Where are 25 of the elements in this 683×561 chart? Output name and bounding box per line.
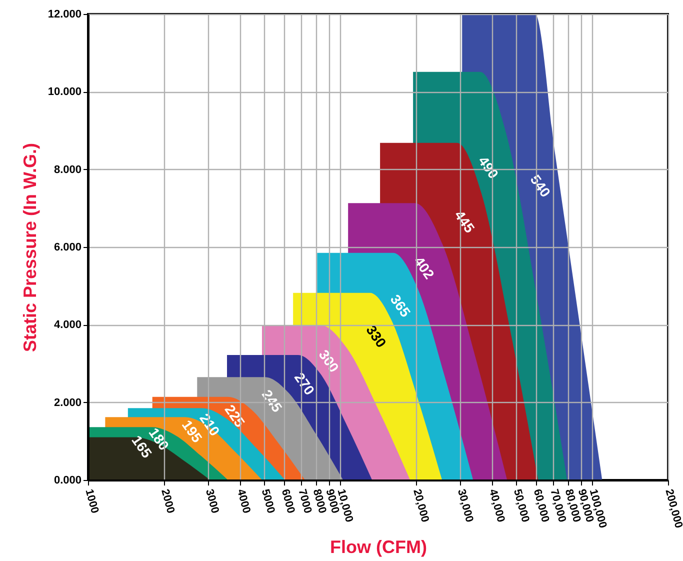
x-tick-label: 20,000 (410, 488, 431, 524)
x-tick-label: 50,000 (510, 488, 532, 524)
y-tick-label: 2.000 (54, 396, 82, 409)
y-tick-label: 12.000 (48, 8, 82, 20)
y-tick-label: 4.000 (54, 319, 82, 332)
x-tick-label: 200,000 (662, 488, 683, 530)
x-axis-title: Flow (CFM) (330, 537, 427, 558)
y-axis-title: Static Pressure (In W.G.) (20, 142, 40, 352)
series-label: 402 (411, 253, 438, 282)
y-tick-label: 0.000 (54, 474, 82, 486)
y-tick-label: 6.000 (54, 242, 82, 254)
y-tick-label: 10.000 (48, 86, 82, 98)
x-tick-label: 60,000 (530, 488, 552, 524)
x-tick-label: 1000 (82, 488, 101, 515)
x-tick-label: 30,000 (455, 488, 476, 524)
x-tick-label: 7000 (296, 488, 314, 515)
x-tick-label: 2000 (158, 488, 177, 515)
series-label: 365 (387, 292, 414, 320)
x-tick-label: 6000 (278, 488, 297, 515)
y-tick-label: 8.000 (54, 164, 82, 176)
x-tick-label: 4000 (234, 488, 252, 515)
x-tick-label: 5000 (258, 488, 277, 515)
x-tick-label: 40,000 (486, 488, 507, 524)
series-label: 330 (363, 322, 390, 350)
x-tick-label: 3000 (202, 488, 221, 515)
